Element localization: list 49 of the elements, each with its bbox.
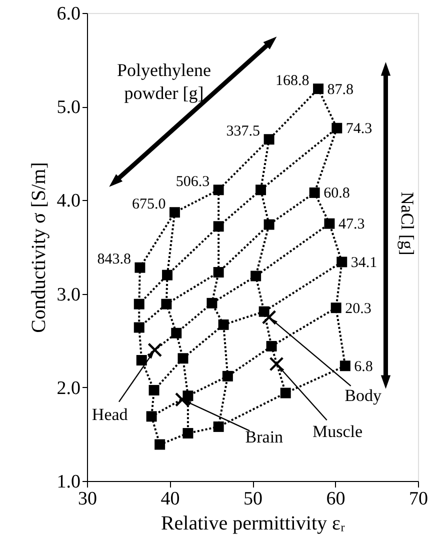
series-label: 60.8: [324, 186, 350, 202]
x-tick-label: 30: [78, 488, 97, 510]
y-tick-label: 5.0: [56, 97, 80, 118]
x-axis-title: Relative permittivity εᵣ: [160, 512, 346, 534]
series-label: 74.3: [346, 121, 372, 138]
annotation: Body: [344, 386, 382, 406]
x-tick-label: 70: [409, 488, 428, 510]
point: [148, 342, 162, 358]
annotation: Brain: [245, 428, 284, 447]
point: [134, 298, 144, 310]
point: [309, 187, 320, 198]
point: [213, 421, 224, 432]
x-tick-label: 50: [244, 488, 262, 510]
y-tick-label: 3.0: [56, 284, 80, 306]
series-label: 20.3: [345, 300, 372, 317]
point: [174, 392, 190, 407]
point: [146, 411, 157, 422]
point: [313, 84, 324, 94]
series-label: 168.8: [276, 72, 310, 89]
series-label: 87.8: [327, 82, 354, 98]
y-axis-title: Conductivity σ [S/m]: [28, 162, 50, 333]
series-label: 675.0: [132, 196, 166, 212]
point: [330, 302, 342, 314]
point: [324, 218, 335, 229]
point: [262, 310, 276, 324]
y-tick-label: 2.0: [56, 378, 80, 399]
point: [332, 122, 342, 134]
point: [134, 262, 146, 273]
series-label: 843.8: [97, 252, 131, 268]
point: [336, 256, 348, 268]
annotation: Polyethylene powder [g]: [116, 60, 211, 104]
series-label: 6.8: [354, 358, 373, 375]
series-label: 34.1: [350, 254, 378, 271]
point: [340, 360, 350, 372]
series-label: 337.5: [226, 123, 260, 140]
point: [280, 388, 291, 398]
y-tick-label: 4.0: [56, 190, 80, 212]
point: [269, 356, 284, 372]
annotation: NaCl [g]: [397, 192, 418, 256]
series-label: 47.3: [338, 216, 365, 233]
x-tick-label: 40: [160, 488, 180, 510]
series-label: 506.3: [176, 174, 210, 190]
x-tick-label: 60: [326, 488, 346, 510]
y-tick-label: 6.0: [56, 4, 80, 24]
point: [182, 428, 194, 439]
annotation: Muscle: [312, 422, 363, 441]
point: [148, 384, 160, 396]
y-tick-label: 1.0: [56, 472, 80, 492]
annotation: Head: [92, 404, 128, 424]
